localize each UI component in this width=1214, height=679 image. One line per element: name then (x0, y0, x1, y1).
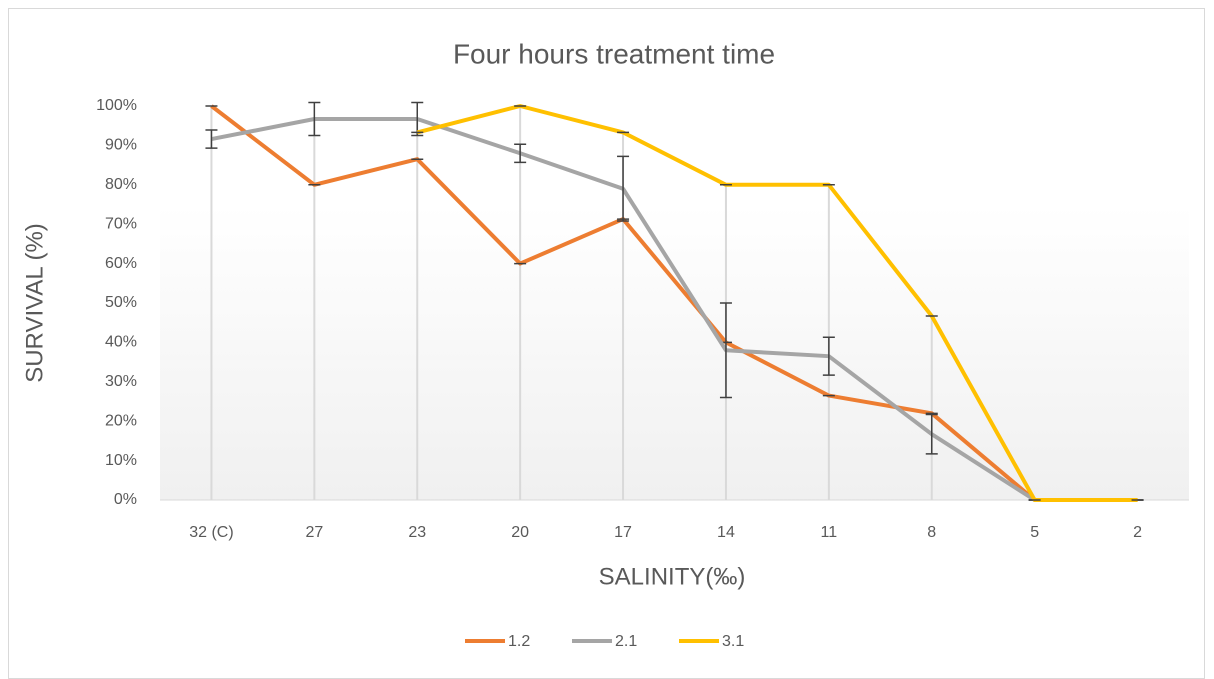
legend-label: 1.2 (508, 633, 530, 650)
error-bar (925, 413, 938, 455)
x-tick-label: 32 (C) (189, 524, 233, 541)
y-tick-label: 20% (105, 412, 137, 429)
x-tick-label: 11 (821, 524, 838, 541)
y-tick-label: 100% (96, 97, 137, 114)
plot-area (160, 106, 1189, 500)
x-axis-label: SALINITY(‰) (599, 563, 746, 590)
legend-label: 3.1 (722, 633, 744, 650)
x-tick-label: 8 (927, 524, 936, 541)
series-line (416, 104, 1138, 502)
y-tick-label: 70% (105, 215, 137, 232)
x-tick-label: 2 (1133, 524, 1142, 541)
y-tick-label: 30% (105, 373, 137, 390)
x-tick-label: 20 (511, 524, 529, 541)
x-tick-label: 27 (305, 524, 323, 541)
y-tick-label: 60% (105, 255, 137, 272)
y-tick-label: 50% (105, 294, 137, 311)
y-tick-label: 0% (114, 491, 137, 508)
chart-title: Four hours treatment time (453, 38, 775, 69)
legend-label: 2.1 (615, 633, 637, 650)
error-bar (719, 302, 732, 399)
x-tick-label: 14 (717, 524, 735, 541)
y-axis-label: SURVIVAL (%) (21, 223, 48, 383)
error-bar (822, 336, 835, 376)
x-tick-label: 17 (614, 524, 632, 541)
error-bar (617, 155, 630, 222)
error-bar (411, 101, 424, 137)
series-line (211, 117, 1138, 502)
y-tick-label: 10% (105, 452, 137, 469)
series-line (210, 104, 1138, 502)
y-tick-label: 40% (105, 334, 137, 351)
x-tick-label: 23 (408, 524, 426, 541)
y-tick-label: 80% (105, 176, 137, 193)
error-bar (514, 143, 527, 164)
x-tick-label: 5 (1030, 524, 1039, 541)
y-tick-label: 90% (105, 137, 137, 154)
error-bar (205, 129, 218, 149)
error-bar (308, 101, 321, 137)
